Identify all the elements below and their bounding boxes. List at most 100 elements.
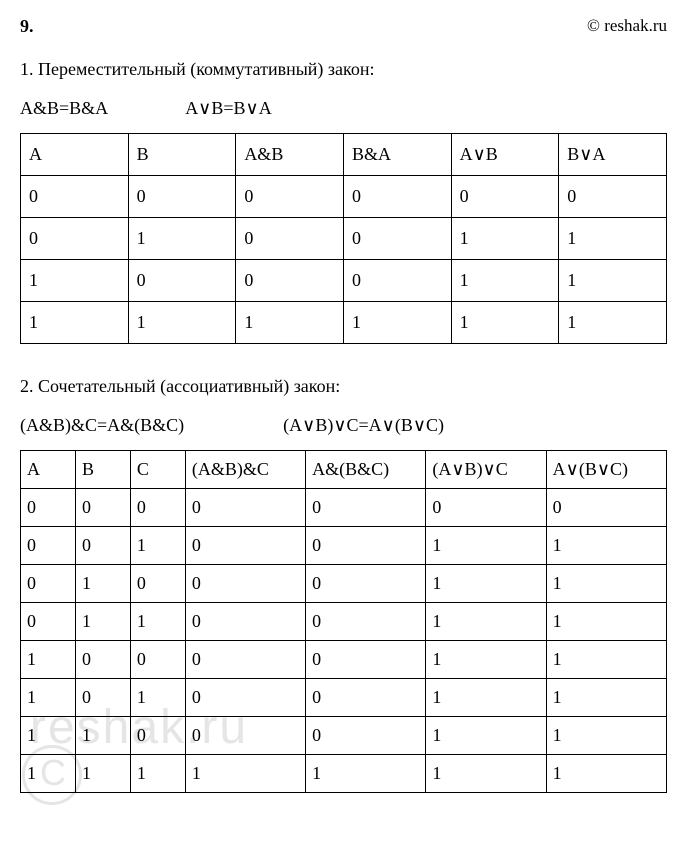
cell: 1: [128, 218, 236, 260]
truth-table-commutative: A B A&B B&A A∨B B∨A 0 0 0 0 0 0 0 1 0 0 …: [20, 133, 667, 344]
col-header: B: [75, 451, 130, 489]
cell: 0: [21, 176, 129, 218]
site-attribution: © reshak.ru: [587, 16, 667, 37]
problem-number: 9.: [20, 16, 34, 37]
cell: 0: [343, 260, 451, 302]
cell: 1: [128, 302, 236, 344]
cell: 0: [306, 603, 426, 641]
cell: 1: [130, 755, 185, 793]
cell: 1: [21, 302, 129, 344]
cell: 0: [21, 565, 76, 603]
truth-table-associative: A B C (A&B)&C A&(B&C) (A∨B)∨C A∨(B∨C) 0 …: [20, 450, 667, 793]
cell: 1: [130, 679, 185, 717]
cell: 0: [185, 679, 305, 717]
col-header: A: [21, 451, 76, 489]
formula-associative-and: (A&B)&C=A&(B&C): [20, 415, 184, 435]
table-row: 1 0 1 0 0 1 1: [21, 679, 667, 717]
cell: 1: [546, 641, 666, 679]
table-row: 1 1 0 0 0 1 1: [21, 717, 667, 755]
table-row: 1 1 1 1 1 1 1: [21, 755, 667, 793]
cell: 0: [451, 176, 559, 218]
cell: 1: [546, 603, 666, 641]
cell: 1: [559, 218, 667, 260]
cell: 0: [75, 527, 130, 565]
cell: 1: [75, 565, 130, 603]
cell: 1: [21, 755, 76, 793]
cell: 1: [426, 679, 546, 717]
col-header: C: [130, 451, 185, 489]
table-header-row: A B A&B B&A A∨B B∨A: [21, 134, 667, 176]
cell: 0: [306, 679, 426, 717]
cell: 1: [21, 717, 76, 755]
table-row: 0 0 1 0 0 1 1: [21, 527, 667, 565]
cell: 0: [236, 218, 344, 260]
table-row: 0 1 0 0 0 1 1: [21, 565, 667, 603]
cell: 1: [426, 641, 546, 679]
cell: 0: [546, 489, 666, 527]
cell: 0: [559, 176, 667, 218]
cell: 0: [128, 176, 236, 218]
formula-associative-or: (A∨B)∨C=A∨(B∨C): [283, 415, 444, 435]
cell: 1: [451, 302, 559, 344]
cell: 0: [306, 489, 426, 527]
cell: 0: [306, 565, 426, 603]
cell: 0: [236, 260, 344, 302]
section2-title: 2. Сочетательный (ассоциативный) закон:: [20, 376, 667, 397]
cell: 0: [130, 489, 185, 527]
section2-formulas: (A&B)&C=A&(B&C) (A∨B)∨C=A∨(B∨C): [20, 415, 667, 436]
cell: 0: [21, 489, 76, 527]
cell: 1: [75, 603, 130, 641]
cell: 1: [451, 260, 559, 302]
cell: 0: [75, 489, 130, 527]
col-header: A∨B: [451, 134, 559, 176]
col-header: B∨A: [559, 134, 667, 176]
col-header: B: [128, 134, 236, 176]
col-header: (A&B)&C: [185, 451, 305, 489]
cell: 0: [306, 527, 426, 565]
cell: 1: [306, 755, 426, 793]
cell: 1: [559, 260, 667, 302]
table-row: 0 0 0 0 0 0: [21, 176, 667, 218]
col-header: B&A: [343, 134, 451, 176]
cell: 1: [546, 565, 666, 603]
cell: 1: [21, 641, 76, 679]
table-header-row: A B C (A&B)&C A&(B&C) (A∨B)∨C A∨(B∨C): [21, 451, 667, 489]
table-row: 1 0 0 0 0 1 1: [21, 641, 667, 679]
cell: 0: [75, 641, 130, 679]
cell: 0: [306, 717, 426, 755]
cell: 0: [21, 527, 76, 565]
col-header: (A∨B)∨C: [426, 451, 546, 489]
cell: 1: [75, 755, 130, 793]
cell: 0: [130, 717, 185, 755]
cell: 1: [426, 755, 546, 793]
cell: 0: [75, 679, 130, 717]
cell: 1: [426, 603, 546, 641]
cell: 1: [75, 717, 130, 755]
cell: 1: [426, 717, 546, 755]
cell: 1: [546, 755, 666, 793]
cell: 0: [343, 218, 451, 260]
formula-commutative-or: A∨B=B∨A: [185, 98, 272, 118]
cell: 1: [236, 302, 344, 344]
table-row: 1 0 0 0 1 1: [21, 260, 667, 302]
cell: 0: [306, 641, 426, 679]
cell: 0: [185, 565, 305, 603]
cell: 0: [343, 176, 451, 218]
col-header: A&B: [236, 134, 344, 176]
col-header: A: [21, 134, 129, 176]
cell: 0: [128, 260, 236, 302]
cell: 1: [343, 302, 451, 344]
table-row: 0 1 1 0 0 1 1: [21, 603, 667, 641]
cell: 0: [185, 527, 305, 565]
cell: 1: [546, 679, 666, 717]
cell: 1: [426, 565, 546, 603]
cell: 0: [426, 489, 546, 527]
cell: 0: [185, 641, 305, 679]
cell: 1: [426, 527, 546, 565]
cell: 1: [130, 603, 185, 641]
cell: 1: [451, 218, 559, 260]
cell: 1: [546, 717, 666, 755]
table-row: 0 0 0 0 0 0 0: [21, 489, 667, 527]
cell: 0: [236, 176, 344, 218]
section1-formulas: A&B=B&A A∨B=B∨A: [20, 98, 667, 119]
